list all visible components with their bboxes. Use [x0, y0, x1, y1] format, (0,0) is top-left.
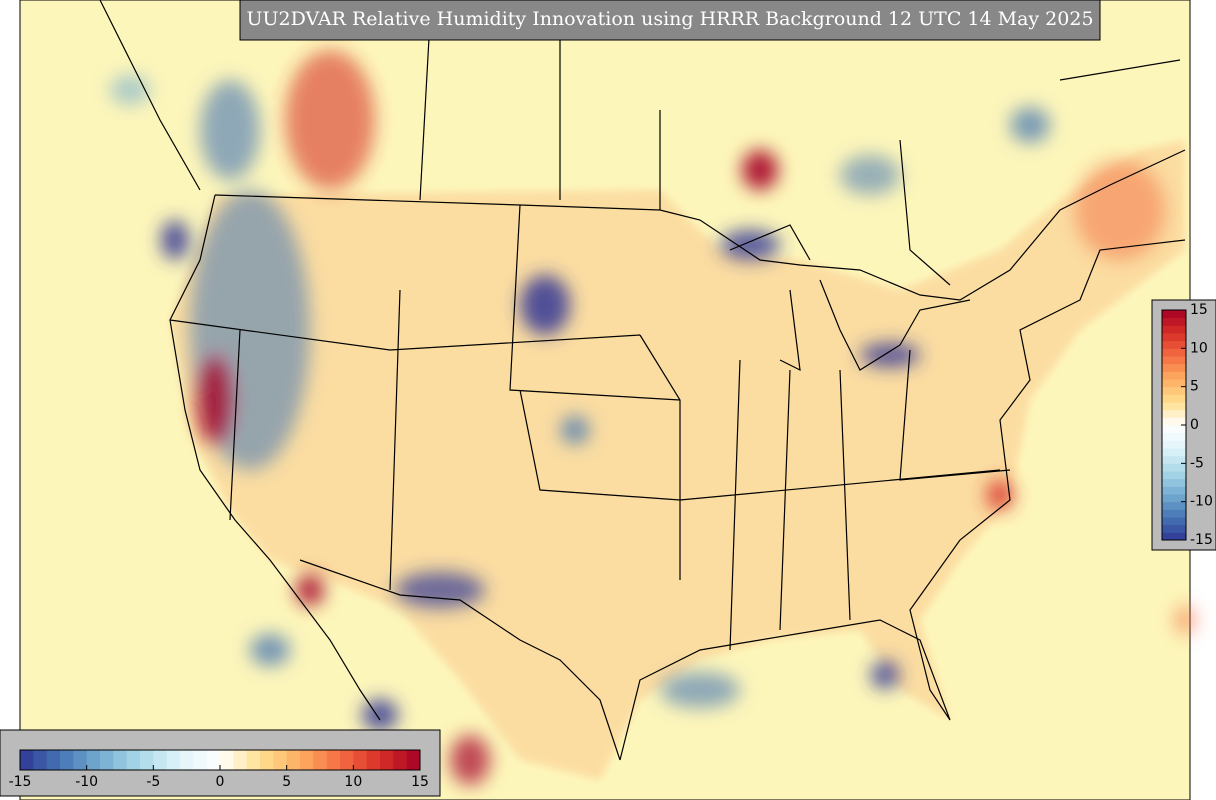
colorbar-segment — [300, 750, 314, 770]
colorbar-segment — [86, 750, 101, 770]
colorbar-segment — [1162, 494, 1186, 503]
colorbar-tick-label: 5 — [282, 774, 291, 790]
colorbar-segment — [193, 750, 208, 770]
colorbar-segment — [1162, 448, 1186, 457]
colorbar-segment — [73, 750, 88, 770]
colorbar-tick-label: 5 — [1190, 379, 1199, 395]
colorbar-tick-label: -5 — [146, 774, 160, 790]
colorbar-segment — [1162, 371, 1186, 380]
colorbar-segment — [1162, 509, 1186, 518]
colorbar-segment — [1162, 402, 1186, 411]
colorbar-segment — [1162, 440, 1186, 449]
colorbar-segment — [1162, 425, 1186, 434]
colorbar-segment — [1162, 325, 1186, 334]
colorbar-segment — [1162, 517, 1186, 526]
colorbar-segment — [100, 750, 114, 770]
colorbar-segment — [1162, 409, 1186, 418]
map-outlines — [99, 0, 1186, 761]
colorbar-segment — [46, 750, 61, 770]
colorbar-tick-label: -10 — [75, 774, 98, 790]
colorbar-segment — [113, 750, 128, 770]
colorbar-segment — [60, 750, 74, 770]
colorbar-segment — [1162, 394, 1186, 403]
colorbar-tick-label: 0 — [1190, 417, 1199, 433]
colorbar-tick-label: -10 — [1190, 494, 1213, 510]
colorbar-segment — [33, 750, 48, 770]
colorbar-segment — [1162, 486, 1186, 495]
colorbar-tick-label: -15 — [9, 774, 32, 790]
colorbar-segment — [233, 750, 248, 770]
colorbar-segment — [1162, 532, 1186, 541]
colorbar-segment — [1162, 363, 1186, 372]
colorbar-segment — [1162, 340, 1186, 349]
colorbar-segment — [20, 750, 34, 770]
colorbar-tick-label: -5 — [1190, 455, 1204, 471]
colorbar-segment — [246, 750, 261, 770]
colorbar-tick-label: 10 — [344, 774, 362, 790]
colorbar-segment — [1162, 379, 1186, 388]
colorbar-segment — [206, 750, 221, 770]
colorbar-segment — [1162, 356, 1186, 365]
colorbar-segment — [1162, 386, 1186, 395]
colorbar-segment — [353, 750, 368, 770]
field-shading — [110, 50, 1195, 785]
colorbar-segment — [326, 750, 341, 770]
colorbar-segment — [166, 750, 181, 770]
map-title: UU2DVAR Relative Humidity Innovation usi… — [246, 8, 1093, 30]
colorbar-segment — [126, 750, 141, 770]
colorbar-tick-label: 15 — [411, 774, 429, 790]
colorbar-segment — [406, 750, 421, 770]
colorbar-segment — [220, 750, 234, 770]
colorbar-segment — [1162, 432, 1186, 441]
colorbar-segment — [313, 750, 328, 770]
colorbar-segment — [1162, 471, 1186, 480]
colorbar-segment — [1162, 501, 1186, 510]
colorbar-segment — [1162, 417, 1186, 426]
colorbar-tick-label: 15 — [1190, 302, 1208, 318]
colorbar-segment — [1162, 478, 1186, 487]
colorbar-segment — [260, 750, 274, 770]
colorbar-segment — [180, 750, 194, 770]
colorbar-segment — [1162, 455, 1186, 464]
colorbar-segment — [1162, 333, 1186, 342]
colorbar-segment — [1162, 524, 1186, 533]
colorbar-tick-label: 0 — [216, 774, 225, 790]
colorbar-tick-label: -15 — [1190, 532, 1213, 548]
colorbar-segment — [286, 750, 301, 770]
colorbar-segment — [366, 750, 381, 770]
colorbar-segment — [393, 750, 408, 770]
colorbar-segment — [1162, 463, 1186, 472]
colorbar-segment — [273, 750, 288, 770]
colorbar-segment — [380, 750, 394, 770]
colorbar-segment — [140, 750, 154, 770]
colorbar-segment — [1162, 348, 1186, 357]
colorbar-tick-label: 10 — [1190, 340, 1208, 356]
colorbar-segment — [153, 750, 168, 770]
colorbar-segment — [340, 750, 354, 770]
title-box — [239, 0, 1101, 41]
colorbar-segment — [1162, 310, 1186, 319]
colorbar-segment — [1162, 317, 1186, 326]
